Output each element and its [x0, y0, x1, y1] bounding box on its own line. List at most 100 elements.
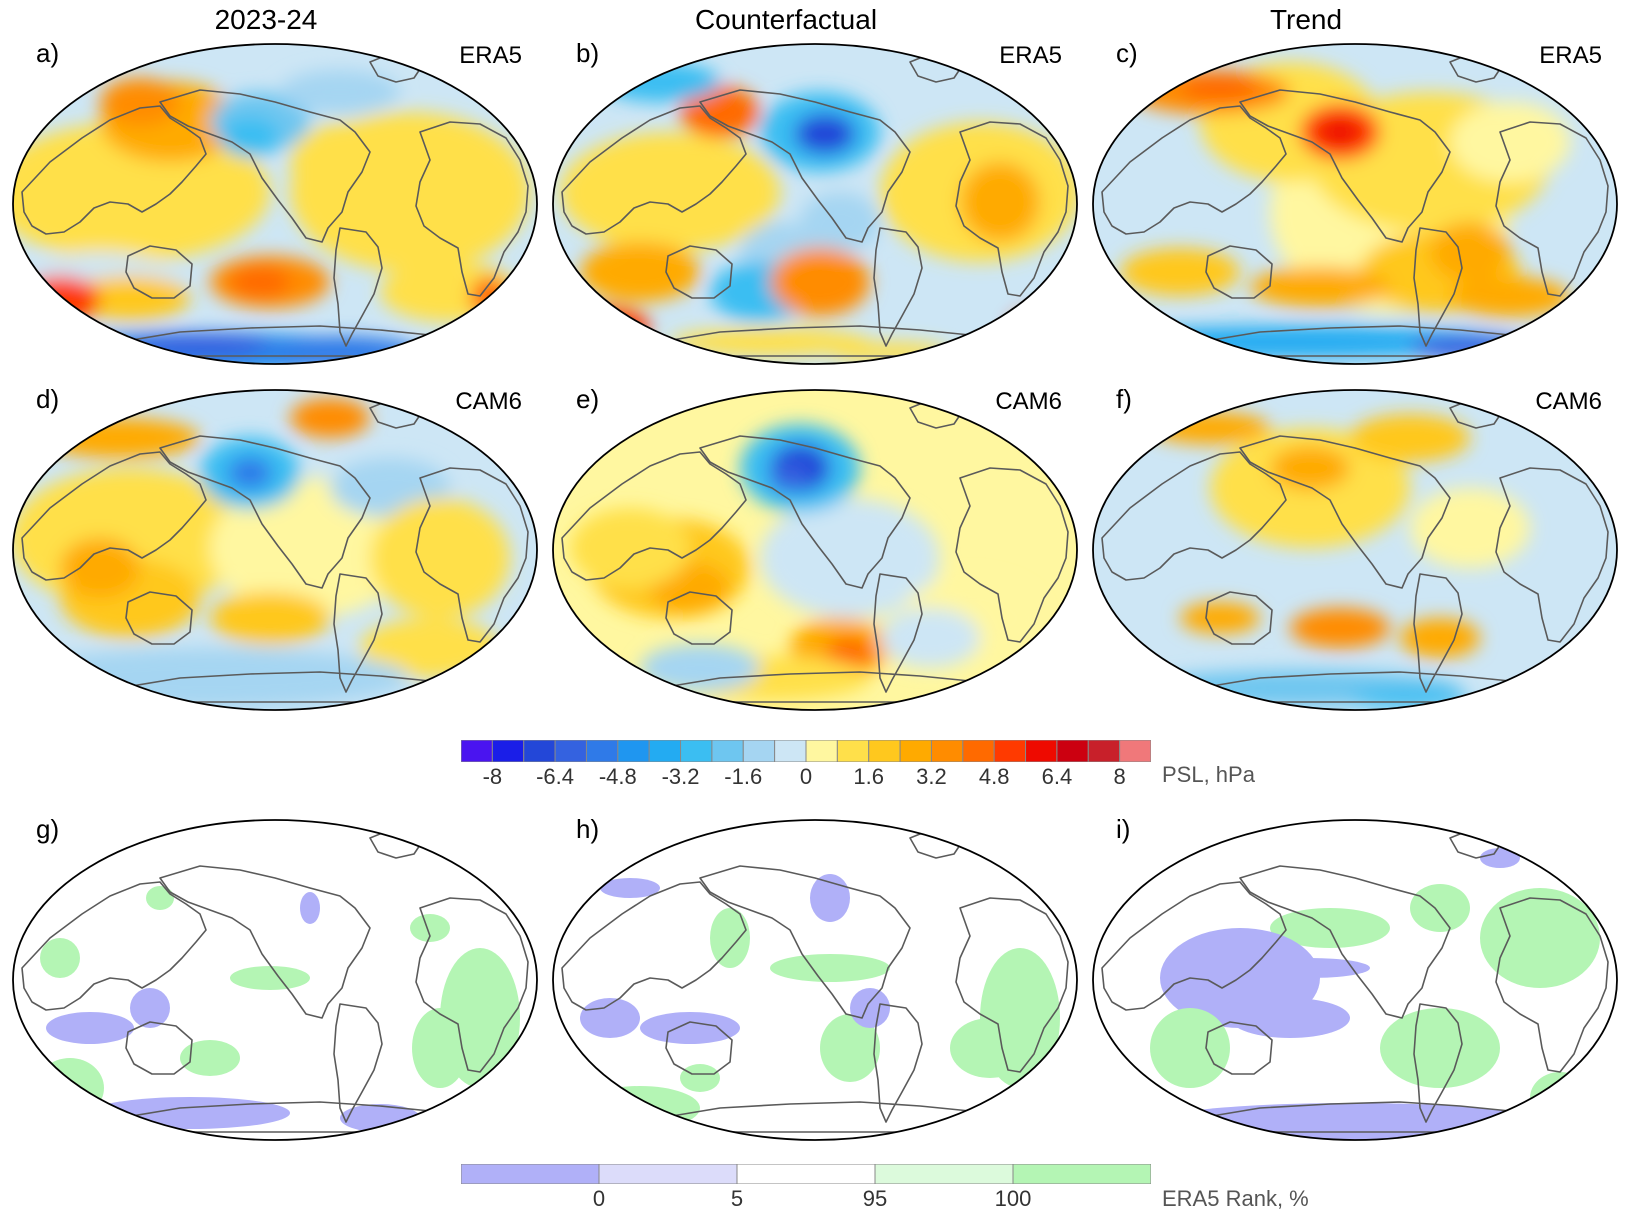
coastline	[1495, 467, 1609, 643]
coastline	[415, 121, 529, 297]
colorbar-swatch	[1056, 740, 1089, 762]
rank-low-region	[580, 998, 640, 1038]
panel-source-label: ERA5	[459, 42, 522, 69]
coastline	[1199, 325, 1561, 357]
psl-anomaly-blob	[1180, 73, 1260, 101]
psl-anomaly-blob	[1450, 277, 1570, 317]
rank-high-region	[412, 1008, 468, 1088]
coastline	[119, 1101, 481, 1133]
panel-source-label: ERA5	[1539, 42, 1602, 69]
psl-anomaly-blob	[290, 398, 370, 438]
panel-label: i)	[1116, 814, 1131, 844]
coastline	[1205, 245, 1273, 299]
colorbar-swatch	[461, 740, 493, 762]
colorbar-swatch	[774, 740, 807, 762]
colorbar-swatch	[523, 740, 556, 762]
psl-anomaly-blob	[220, 117, 280, 157]
panel-label: f)	[1116, 384, 1132, 414]
coastline	[21, 105, 207, 235]
coastline	[1413, 573, 1463, 693]
map-border	[1092, 819, 1618, 1141]
colorbar-swatch	[899, 740, 932, 762]
coastline	[159, 435, 371, 589]
panel-label: d)	[36, 384, 60, 414]
psl-anomaly-blob	[1120, 248, 1240, 296]
coastline	[665, 245, 733, 299]
coastline	[699, 865, 911, 1019]
coastline	[955, 467, 1069, 643]
colorbar-swatch	[711, 740, 744, 762]
map-panel-b	[552, 43, 1078, 365]
psl-anomaly-blob	[228, 457, 272, 489]
colorbar-swatch	[993, 740, 1027, 762]
psl-anomaly-blob	[770, 464, 810, 492]
panel-label: h)	[576, 814, 600, 844]
coastline	[21, 451, 207, 581]
colorbar-tick-label: -6.4	[536, 764, 575, 789]
colorbar-swatch	[874, 1164, 1014, 1184]
rank-low-region	[850, 988, 890, 1028]
coastline	[955, 121, 1069, 297]
column-title-counterfactual: Counterfactual	[694, 4, 878, 35]
rank-high-region	[580, 1086, 700, 1130]
map-panel-e	[552, 389, 1078, 711]
colorbar-tick-label: 3.2	[916, 764, 947, 789]
psl-anomaly-blob	[1450, 102, 1570, 182]
coastline	[125, 591, 193, 645]
colorbar-tick-label: -4.8	[598, 764, 637, 789]
coastline	[1495, 121, 1609, 297]
psl-anomaly-blob	[380, 262, 520, 322]
colorbar-tick-label: 6.4	[1041, 764, 1073, 789]
colorbar-tick-label: 5	[730, 1186, 744, 1211]
panel-label: c)	[1116, 38, 1138, 68]
psl-anomaly-blob	[280, 70, 400, 114]
colorbar-swatch	[585, 740, 619, 762]
coastline	[1495, 897, 1609, 1073]
rank-high-region	[770, 954, 890, 982]
colorbar-swatch	[1087, 740, 1121, 762]
coastline	[119, 325, 481, 357]
coastline	[333, 1003, 383, 1123]
coastline	[699, 89, 911, 243]
psl-anomaly-blob	[60, 538, 140, 598]
rank-high-region	[1480, 888, 1600, 988]
column-title-trend: Trend	[1269, 4, 1343, 35]
psl-anomaly-blob	[800, 192, 880, 252]
rank-high-region	[950, 1018, 1030, 1078]
rank-colorbar	[461, 1164, 1151, 1184]
colorbar-swatch	[680, 740, 713, 762]
rank-low-region	[600, 878, 660, 898]
coastline	[1239, 865, 1451, 1019]
psl-anomaly-blob	[370, 498, 510, 618]
map-panel-g	[12, 819, 538, 1141]
psl-anomaly-blob	[960, 162, 1040, 242]
coastline	[1239, 435, 1451, 589]
colorbar-swatch	[836, 740, 870, 762]
psl-colorbar	[461, 740, 1151, 762]
colorbar-swatch	[736, 1164, 876, 1184]
psl-anomaly-blob	[100, 78, 180, 126]
coastline	[1413, 1003, 1463, 1123]
map-border	[1092, 389, 1618, 711]
psl-anomaly-blob	[1180, 602, 1260, 634]
coastline	[333, 227, 383, 347]
coastline	[1239, 89, 1451, 243]
coastline	[665, 591, 733, 645]
rank-high-region	[40, 938, 80, 978]
coastline	[873, 1003, 923, 1123]
rank-high-region	[1270, 908, 1390, 948]
psl-anomaly-blob	[210, 592, 330, 644]
colorbar-swatch	[1025, 740, 1058, 762]
colorbar-swatch	[1012, 1164, 1151, 1184]
psl-anomaly-blob	[640, 644, 760, 692]
rank-high-region	[146, 886, 174, 910]
colorbar-tick-label: -3.2	[661, 764, 700, 789]
colorbar-tick-label: 95	[862, 1186, 888, 1211]
coastline	[125, 245, 193, 299]
rank-low-region	[1230, 998, 1350, 1038]
coastline	[415, 467, 529, 643]
map-panel-f	[1092, 389, 1618, 711]
psl-anomaly-blob	[70, 276, 190, 320]
rank-high-region	[710, 908, 750, 968]
psl-anomaly-blob	[680, 86, 760, 138]
